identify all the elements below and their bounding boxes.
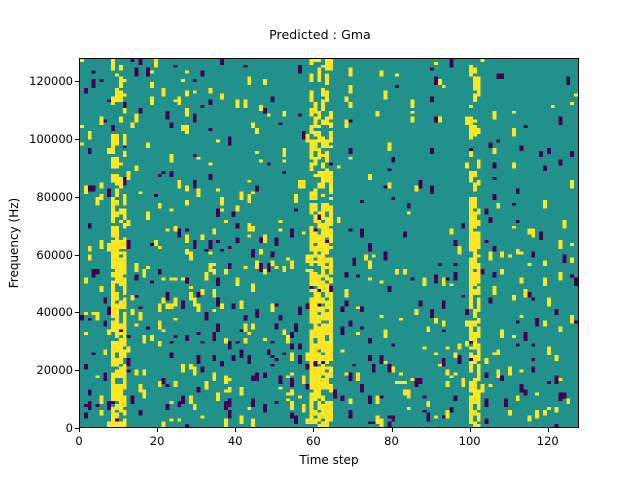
x-tick-mark	[391, 428, 393, 432]
y-tick-label: 20000	[36, 363, 73, 378]
heatmap-image	[80, 59, 578, 427]
x-axis-label: Time step	[299, 453, 359, 467]
x-tick-mark	[469, 428, 471, 432]
y-tick-mark	[75, 81, 79, 83]
x-tick-label: 20	[149, 434, 165, 448]
x-tick-label: 100	[458, 434, 481, 448]
y-tick-label: 80000	[36, 189, 73, 204]
x-tick-label: 0	[75, 434, 83, 448]
y-axis-label: Frequency (Hz)	[7, 197, 21, 289]
x-tick-mark	[313, 428, 315, 432]
y-tick-label: 100000	[29, 131, 73, 146]
y-tick-mark	[75, 196, 79, 198]
y-tick-label: 60000	[36, 247, 73, 262]
x-tick-mark	[547, 428, 549, 432]
y-tick-mark	[75, 370, 79, 372]
y-tick-label: 0	[65, 421, 73, 435]
y-tick-label: 40000	[36, 305, 73, 320]
x-tick-mark	[235, 428, 237, 432]
y-tick-mark	[75, 138, 79, 140]
x-tick-mark	[79, 428, 80, 432]
x-tick-mark	[157, 428, 159, 432]
x-tick-label: 60	[306, 434, 321, 448]
y-tick-mark	[75, 428, 79, 429]
x-tick-label: 120	[536, 434, 559, 448]
y-tick-mark	[75, 312, 79, 314]
y-tick-mark	[75, 254, 79, 256]
x-tick-label: 80	[384, 434, 399, 448]
chart-title: Predicted : Gma	[269, 27, 371, 42]
heatmap-axes	[79, 58, 579, 428]
y-tick-label: 120000	[29, 74, 73, 89]
x-tick-label: 40	[227, 434, 243, 448]
